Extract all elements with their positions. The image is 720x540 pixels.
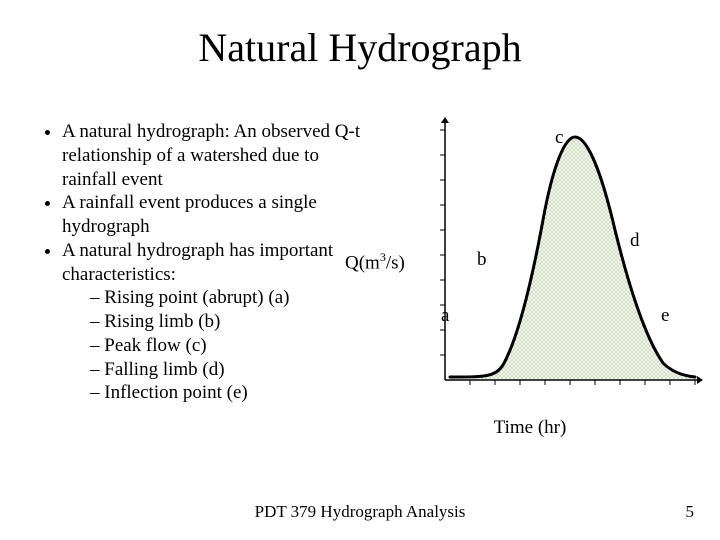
point-label-e: e xyxy=(661,305,669,327)
point-label-c: c xyxy=(555,127,563,149)
bullet-item: A natural hydrograph has important chara… xyxy=(62,239,370,405)
sub-bullet-item: Rising limb (b) xyxy=(90,310,370,334)
x-axis-label: Time (hr) xyxy=(355,417,705,439)
sub-bullet-item: Inflection point (e) xyxy=(90,381,370,405)
bullet-list: A natural hydrograph: An observed Q-t re… xyxy=(40,120,370,405)
hydrograph-chart xyxy=(415,115,705,405)
footer-text: PDT 379 Hydrograph Analysis xyxy=(0,502,720,522)
bullet-item: A natural hydrograph: An observed Q-t re… xyxy=(62,120,370,191)
sub-bullet-item: Rising point (abrupt) (a) xyxy=(90,286,370,310)
sub-bullet-item: Peak flow (c) xyxy=(90,334,370,358)
sub-bullet-item: Falling limb (d) xyxy=(90,358,370,382)
point-label-d: d xyxy=(630,230,640,252)
y-axis-label: Q(m3/s) xyxy=(345,250,405,274)
page-number: 5 xyxy=(686,502,695,522)
hydrograph-figure: Q(m3/s) a b c d e Time (hr) xyxy=(355,115,705,435)
point-label-b: b xyxy=(477,249,487,271)
page-title: Natural Hydrograph xyxy=(0,24,720,71)
point-label-a: a xyxy=(441,305,449,327)
bullet-item: A rainfall event produces a single hydro… xyxy=(62,191,370,239)
